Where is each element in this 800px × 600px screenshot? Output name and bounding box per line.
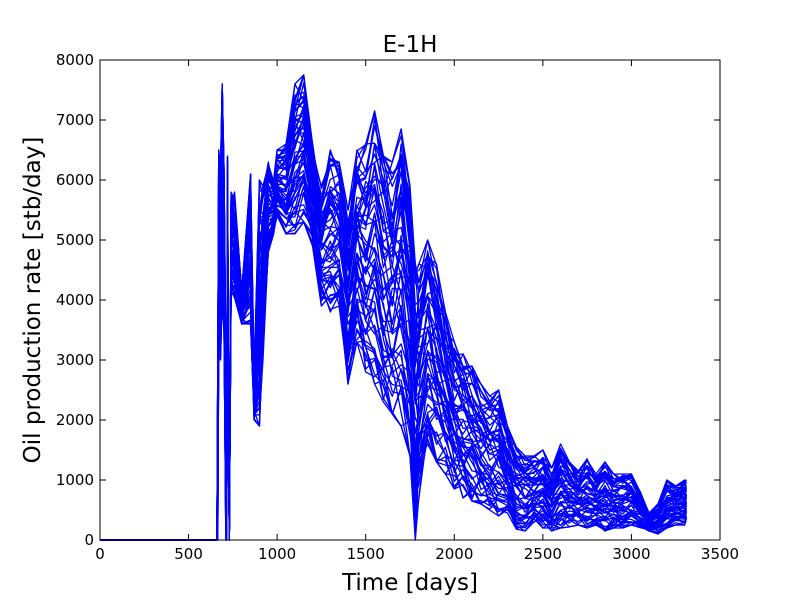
x-tick-label: 3000	[612, 545, 650, 563]
ensemble-series-line	[100, 74, 687, 541]
y-tick-label: 6000	[56, 171, 94, 189]
y-tick-label: 4000	[56, 291, 94, 309]
x-tick-label: 3500	[701, 545, 739, 563]
x-axis-title: Time [days]	[341, 570, 478, 596]
chart-title: E-1H	[383, 32, 438, 58]
x-tick-label: 1000	[258, 545, 296, 563]
axis-ticks	[99, 59, 721, 541]
y-tick-label: 3000	[56, 351, 94, 369]
x-tick-label: 2000	[435, 545, 473, 563]
ensemble-lines	[100, 74, 687, 541]
ensemble-series-line	[100, 150, 687, 541]
y-tick-label: 5000	[56, 231, 94, 249]
x-tick-label: 500	[174, 545, 203, 563]
ensemble-series-line	[100, 141, 687, 541]
y-tick-label: 0	[84, 531, 94, 549]
ensemble-series-line	[100, 175, 687, 541]
x-tick-label: 2500	[524, 545, 562, 563]
y-tick-label: 1000	[56, 471, 94, 489]
ensemble-series-line	[100, 74, 687, 541]
ensemble-series-line	[100, 208, 687, 541]
ensemble-series-line	[100, 96, 687, 541]
x-tick-label: 0	[95, 545, 105, 563]
y-tick-label: 7000	[56, 111, 94, 129]
y-axis-title: Oil production rate [stb/day]	[20, 137, 46, 464]
axis-tick-labels: 0 500 1000 1500 2000 2500 3000 3500 0 1000 2000 300…	[56, 51, 739, 563]
ensemble-series-line	[100, 83, 687, 541]
ensemble-series-line	[100, 191, 687, 541]
x-tick-label: 1500	[347, 545, 385, 563]
ensemble-series-line	[100, 114, 687, 541]
y-tick-label: 2000	[56, 411, 94, 429]
ensemble-series-line	[100, 74, 687, 541]
y-tick-label: 8000	[56, 51, 94, 69]
